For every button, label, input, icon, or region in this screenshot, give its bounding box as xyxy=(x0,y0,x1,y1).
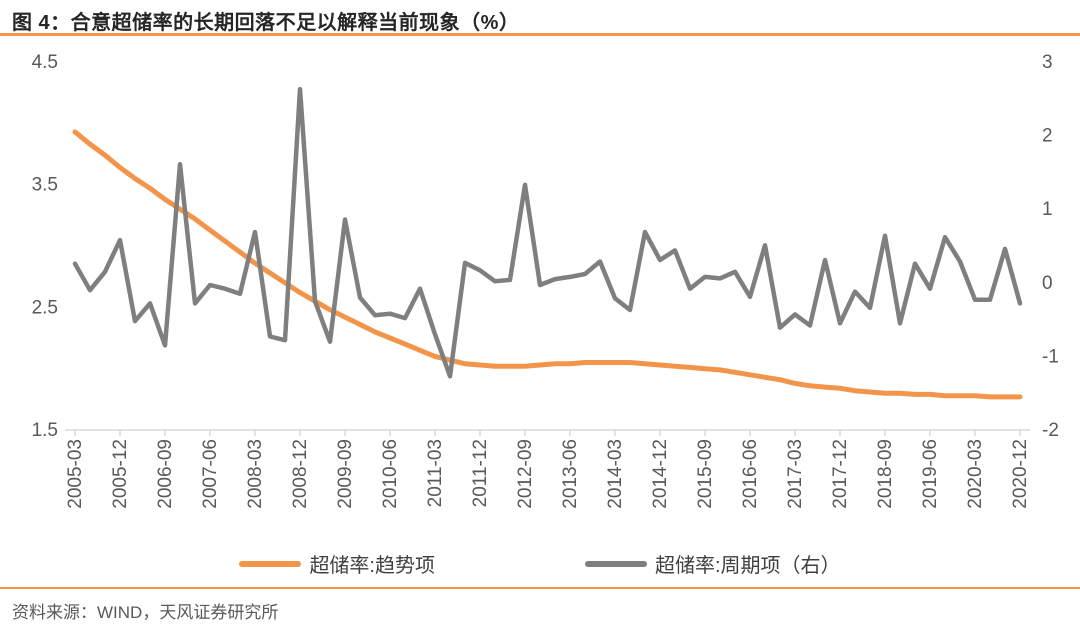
right-axis-label: 2 xyxy=(1042,126,1053,147)
cycle-series-line xyxy=(72,86,1023,379)
x-axis-label: 2006-09 xyxy=(155,439,176,509)
right-axis-label: -2 xyxy=(1042,420,1059,441)
x-axis-label: 2020-12 xyxy=(1010,439,1031,509)
chart-legend: 超储率:趋势项 超储率:周期项（右） xyxy=(0,549,1080,578)
x-axis-label: 2017-03 xyxy=(785,439,806,509)
x-axis-label: 2010-06 xyxy=(380,439,401,509)
left-axis-label: 1.5 xyxy=(32,420,58,441)
source-note: 资料来源：WIND，天风证券研究所 xyxy=(12,603,279,622)
legend-item-trend: 超储率:趋势项 xyxy=(239,549,435,578)
right-axis-label: -1 xyxy=(1042,346,1059,367)
cycle-line-swatch xyxy=(585,560,647,567)
x-axis-label: 2007-06 xyxy=(200,439,221,509)
left-axis-label: 2.5 xyxy=(32,297,58,318)
right-axis-label: 1 xyxy=(1042,199,1053,220)
legend-label-cycle: 超储率:周期项（右） xyxy=(655,555,841,577)
x-axis-label: 2016-06 xyxy=(740,439,761,509)
footer-divider-line xyxy=(0,587,1080,589)
x-axis-label: 2018-09 xyxy=(875,439,896,509)
legend-label-trend: 超储率:趋势项 xyxy=(309,555,435,577)
x-axis-label: 2013-06 xyxy=(560,439,581,509)
left-axis-label: 3.5 xyxy=(32,175,58,196)
x-axis-label: 2008-12 xyxy=(290,439,311,509)
x-axis-label: 2019-06 xyxy=(920,439,941,509)
x-axis-label: 2017-12 xyxy=(830,439,851,509)
line-chart: 2005-03 2005-12 2006-09 2007-06 2008-03 2008-… xyxy=(32,52,1059,509)
x-axis-label: 2011-03 xyxy=(425,439,446,507)
x-axis-label: 2008-03 xyxy=(245,439,266,509)
title-divider-line xyxy=(0,33,1080,36)
x-axis-label: 2020-03 xyxy=(965,439,986,509)
x-axis-label: 2011-12 xyxy=(470,439,491,507)
legend-item-cycle: 超储率:周期项（右） xyxy=(585,549,841,578)
x-axis-label: 2014-12 xyxy=(650,439,671,509)
trend-line-swatch xyxy=(239,560,302,567)
x-axis-label: 2015-09 xyxy=(695,439,716,509)
right-axis-label: 3 xyxy=(1042,52,1053,73)
x-axis-label: 2005-12 xyxy=(110,439,131,509)
x-axis-label: 2009-09 xyxy=(335,439,356,509)
x-axis-label: 2012-09 xyxy=(515,439,536,509)
right-axis-label: 0 xyxy=(1042,273,1053,294)
trend-series-line xyxy=(72,129,1023,400)
x-axis-label: 2014-03 xyxy=(605,439,626,509)
left-axis-label: 4.5 xyxy=(32,52,58,73)
chart-title: 图 4：合意超储率的长期回落不足以解释当前现象（%） xyxy=(12,12,520,34)
x-axis-label: 2005-03 xyxy=(65,439,86,509)
